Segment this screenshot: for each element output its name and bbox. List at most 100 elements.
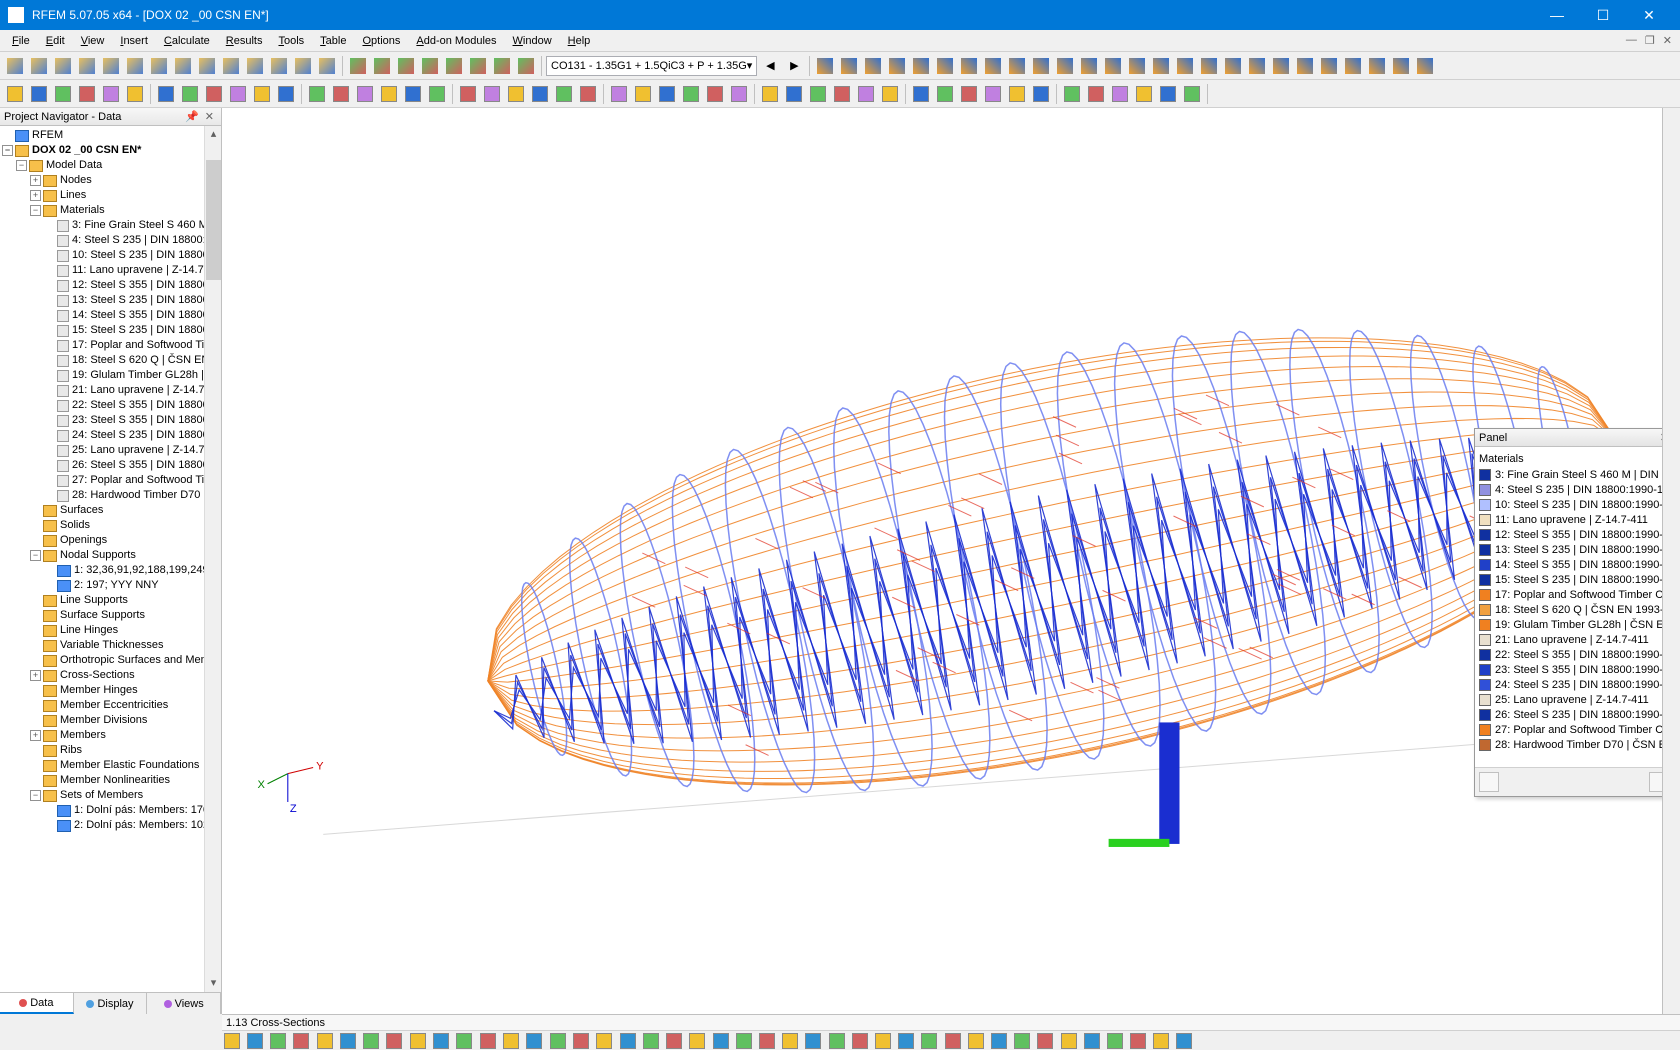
- tbl-btn-12[interactable]: [503, 1033, 525, 1050]
- tb1-btn-b1[interactable]: [371, 55, 393, 77]
- tbl-btn-2[interactable]: [270, 1033, 292, 1050]
- tbl-btn-14[interactable]: [550, 1033, 572, 1050]
- tb1-btn-c19[interactable]: [1270, 55, 1292, 77]
- tbl-btn-3[interactable]: [293, 1033, 315, 1050]
- tbl-btn-30[interactable]: [921, 1033, 943, 1050]
- tb1-btn-c9[interactable]: [1030, 55, 1052, 77]
- panel-foot-btn-1[interactable]: [1479, 772, 1499, 792]
- tbl-btn-25[interactable]: [805, 1033, 827, 1050]
- tree-node[interactable]: 26: Steel S 355 | DIN 18800:1: [0, 458, 221, 473]
- tb2-btn-11[interactable]: [275, 83, 297, 105]
- tb1-btn-c0[interactable]: [814, 55, 836, 77]
- tbl-btn-17[interactable]: [620, 1033, 642, 1050]
- tb2-btn-23[interactable]: [577, 83, 599, 105]
- tbl-btn-21[interactable]: [713, 1033, 735, 1050]
- tbl-btn-0[interactable]: [224, 1033, 246, 1050]
- panel-row[interactable]: 14: Steel S 355 | DIN 18800:1990-11: [1477, 557, 1671, 572]
- panel-row[interactable]: 10: Steel S 235 | DIN 18800:1990-11: [1477, 497, 1671, 512]
- tree-node[interactable]: Line Supports: [0, 593, 221, 608]
- panel-row[interactable]: 12: Steel S 355 | DIN 18800:1990-11: [1477, 527, 1671, 542]
- tb1-btn-2[interactable]: [52, 55, 74, 77]
- tree-node[interactable]: 28: Hardwood Timber D70: [0, 488, 221, 503]
- tb2-btn-27[interactable]: [680, 83, 702, 105]
- tbl-btn-19[interactable]: [666, 1033, 688, 1050]
- tbl-btn-26[interactable]: [829, 1033, 851, 1050]
- tb1-btn-c3[interactable]: [886, 55, 908, 77]
- tb1-btn-c15[interactable]: [1174, 55, 1196, 77]
- tbl-btn-36[interactable]: [1061, 1033, 1083, 1050]
- tb1-btn-c24[interactable]: [1390, 55, 1412, 77]
- tbl-btn-32[interactable]: [968, 1033, 990, 1050]
- menu-tools[interactable]: Tools: [270, 33, 312, 49]
- panel-row[interactable]: 11: Lano upravene | Z-14.7-411: [1477, 512, 1671, 527]
- tb2-btn-7[interactable]: [179, 83, 201, 105]
- panel-row[interactable]: 22: Steel S 355 | DIN 18800:1990-11: [1477, 647, 1671, 662]
- tb2-btn-30[interactable]: [759, 83, 781, 105]
- scroll-down-button[interactable]: ▾: [205, 975, 221, 992]
- tree-node[interactable]: 18: Steel S 620 Q | ČSN EN 1: [0, 353, 221, 368]
- tree-node[interactable]: 19: Glulam Timber GL28h |: [0, 368, 221, 383]
- tb1-btn-c11[interactable]: [1078, 55, 1100, 77]
- panel-row[interactable]: 15: Steel S 235 | DIN 18800:1990-11: [1477, 572, 1671, 587]
- panel-row[interactable]: 4: Steel S 235 | DIN 18800:1990-11: [1477, 482, 1671, 497]
- tree-node[interactable]: 12: Steel S 355 | DIN 18800:1: [0, 278, 221, 293]
- tree-node[interactable]: +Cross-Sections: [0, 668, 221, 683]
- panel-row[interactable]: 25: Lano upravene | Z-14.7-411: [1477, 692, 1671, 707]
- tbl-btn-38[interactable]: [1107, 1033, 1129, 1050]
- tree-node[interactable]: 1: 32,36,91,92,188,199,249,2: [0, 563, 221, 578]
- tbl-btn-11[interactable]: [480, 1033, 502, 1050]
- mdi-restore-button[interactable]: ❐: [1645, 34, 1655, 47]
- tbl-btn-18[interactable]: [643, 1033, 665, 1050]
- tb2-btn-45[interactable]: [1133, 83, 1155, 105]
- tb1-btn-c23[interactable]: [1366, 55, 1388, 77]
- tb1-btn-c2[interactable]: [862, 55, 884, 77]
- tb2-btn-38[interactable]: [958, 83, 980, 105]
- tree-node[interactable]: 14: Steel S 355 | DIN 18800:1: [0, 308, 221, 323]
- tree-node[interactable]: Member Eccentricities: [0, 698, 221, 713]
- minimize-button[interactable]: —: [1534, 0, 1580, 30]
- menu-options[interactable]: Options: [354, 33, 408, 49]
- loadcase-combo[interactable]: CO131 - 1.35G1 + 1.5QiC3 + P + 1.35G▾: [546, 56, 757, 76]
- tb2-btn-40[interactable]: [1006, 83, 1028, 105]
- tbl-btn-5[interactable]: [340, 1033, 362, 1050]
- tb2-btn-18[interactable]: [457, 83, 479, 105]
- tb1-btn-c20[interactable]: [1294, 55, 1316, 77]
- navigator-close-button[interactable]: ✕: [202, 110, 217, 123]
- menu-add-on-modules[interactable]: Add-on Modules: [408, 33, 504, 49]
- panel-row[interactable]: 28: Hardwood Timber D70 | ČSN EN 338:20: [1477, 737, 1671, 752]
- tree-node[interactable]: +Lines: [0, 188, 221, 203]
- tb1-btn-c22[interactable]: [1342, 55, 1364, 77]
- scroll-thumb[interactable]: [206, 160, 221, 280]
- tb2-btn-1[interactable]: [28, 83, 50, 105]
- tb2-btn-20[interactable]: [505, 83, 527, 105]
- tb2-btn-41[interactable]: [1030, 83, 1052, 105]
- tbl-btn-20[interactable]: [689, 1033, 711, 1050]
- tb1-btn-6[interactable]: [148, 55, 170, 77]
- model-viewport[interactable]: Y X Z Panel ✕ Materials 3: Fine Grain St…: [222, 108, 1680, 1014]
- tb1-btn-b2[interactable]: [395, 55, 417, 77]
- menu-calculate[interactable]: Calculate: [156, 33, 218, 49]
- nav-tab-display[interactable]: Display: [74, 993, 148, 1014]
- tb1-nav-next[interactable]: ▶: [783, 55, 805, 77]
- tree-node[interactable]: Member Nonlinearities: [0, 773, 221, 788]
- tb1-btn-b5[interactable]: [467, 55, 489, 77]
- tb2-btn-3[interactable]: [76, 83, 98, 105]
- tree-node[interactable]: 11: Lano upravene | Z-14.7-: [0, 263, 221, 278]
- tree-node[interactable]: −Sets of Members: [0, 788, 221, 803]
- tree-node[interactable]: Openings: [0, 533, 221, 548]
- tb2-btn-37[interactable]: [934, 83, 956, 105]
- tb1-nav-prev[interactable]: ◀: [759, 55, 781, 77]
- tbl-btn-9[interactable]: [433, 1033, 455, 1050]
- menu-file[interactable]: File: [4, 33, 38, 49]
- panel-row[interactable]: 3: Fine Grain Steel S 460 M | DIN 18800:…: [1477, 467, 1671, 482]
- tb2-btn-17[interactable]: [426, 83, 448, 105]
- tb1-btn-c25[interactable]: [1414, 55, 1436, 77]
- tb2-btn-24[interactable]: [608, 83, 630, 105]
- tree-node[interactable]: Member Divisions: [0, 713, 221, 728]
- menu-edit[interactable]: Edit: [38, 33, 73, 49]
- panel-titlebar[interactable]: Panel ✕: [1475, 429, 1673, 447]
- panel-row[interactable]: 19: Glulam Timber GL28h | ČSN EN 14080:2: [1477, 617, 1671, 632]
- panel-row[interactable]: 23: Steel S 355 | DIN 18800:1990-11: [1477, 662, 1671, 677]
- tbl-btn-4[interactable]: [317, 1033, 339, 1050]
- tbl-btn-1[interactable]: [247, 1033, 269, 1050]
